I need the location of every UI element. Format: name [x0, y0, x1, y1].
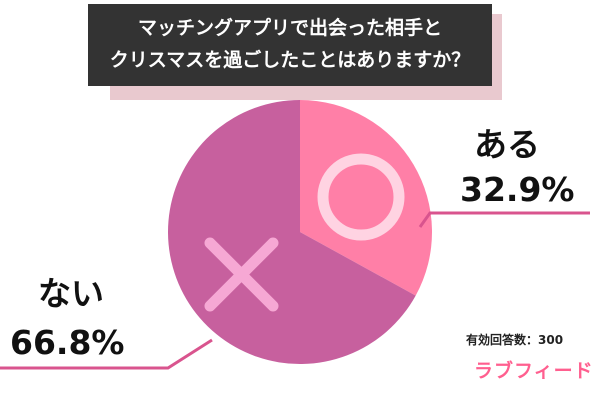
brand-logo: ラブフィード [474, 360, 594, 382]
pie-slice-yes [300, 100, 433, 296]
slice-yes-value-label: 32.9% [460, 170, 575, 209]
slice-yes-label: ある [474, 125, 540, 164]
slice-no-leader-line [0, 338, 213, 370]
chart-title-line-1: マッチングアプリで出会った相手と [137, 17, 442, 39]
slice-yes-symbol [317, 153, 405, 241]
circle-icon [317, 153, 405, 241]
response-count: 有効回答数：300 [466, 333, 564, 347]
pie-slice-no [167, 100, 416, 364]
chart-title-line-2: クリスマスを過ごしたことはありますか？ [109, 49, 471, 71]
cross-icon-stroke-2 [204, 237, 279, 312]
slice-no-label: ない [38, 274, 104, 313]
slice-no-symbol [204, 237, 279, 312]
slice-no-value-label: 66.8% [10, 323, 125, 362]
slice-yes-leader-line [418, 211, 590, 228]
pie-slices [167, 100, 433, 364]
chart-title: マッチングアプリで出会った相手と クリスマスを過ごしたことはありますか？ [88, 4, 492, 86]
